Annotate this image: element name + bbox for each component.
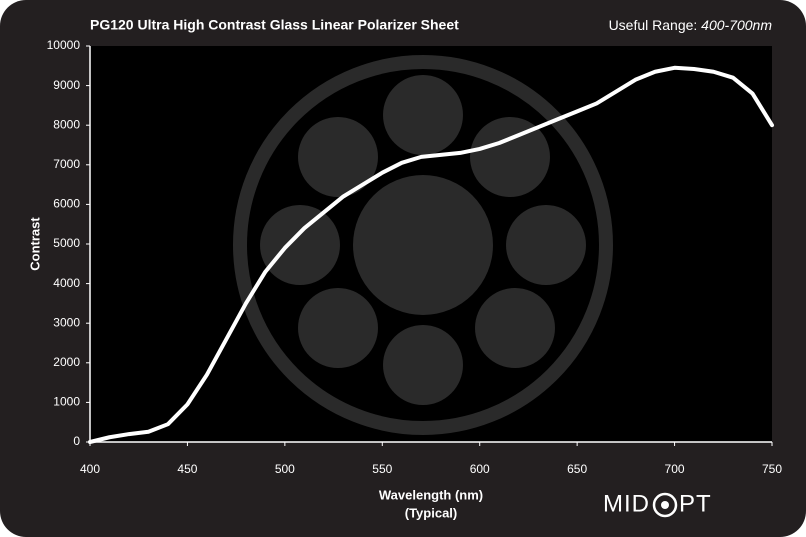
y-tick-label: 5000 [53, 236, 80, 250]
x-tick-label: 550 [372, 462, 392, 476]
y-tick-label: 9000 [53, 78, 80, 92]
y-tick-label: 1000 [53, 395, 80, 409]
x-axis-sublabel: (Typical) [405, 505, 458, 520]
page: PG120 Ultra High Contrast Glass Linear P… [0, 0, 806, 537]
watermark [240, 62, 606, 428]
y-tick-label: 0 [73, 434, 80, 448]
useful-range-label: Useful Range: [609, 17, 698, 33]
x-tick-label: 700 [665, 462, 685, 476]
useful-range-value: 400-700nm [701, 17, 772, 33]
x-tick-label: 650 [567, 462, 587, 476]
y-tick-label: 10000 [47, 38, 81, 52]
chart-title: PG120 Ultra High Contrast Glass Linear P… [90, 17, 459, 33]
x-tick-label: 600 [470, 462, 490, 476]
chart: PG120 Ultra High Contrast Glass Linear P… [0, 0, 806, 537]
logo-icon [661, 501, 669, 509]
y-axis-label: Contrast [27, 217, 42, 271]
x-tick-label: 500 [275, 462, 295, 476]
y-tick-label: 8000 [53, 117, 80, 131]
y-tick-label: 7000 [53, 157, 80, 171]
y-tick-label: 2000 [53, 355, 80, 369]
x-tick-label: 400 [80, 462, 100, 476]
y-tick-label: 3000 [53, 315, 80, 329]
y-tick-label: 6000 [53, 197, 80, 211]
logo-left: MID [603, 490, 650, 517]
y-tick-label: 4000 [53, 276, 80, 290]
x-tick-label: 750 [762, 462, 782, 476]
useful-range: Useful Range: 400-700nm [609, 17, 773, 33]
x-axis-label: Wavelength (nm) [379, 487, 483, 502]
x-tick-label: 450 [177, 462, 197, 476]
logo-right: PT [679, 490, 712, 517]
